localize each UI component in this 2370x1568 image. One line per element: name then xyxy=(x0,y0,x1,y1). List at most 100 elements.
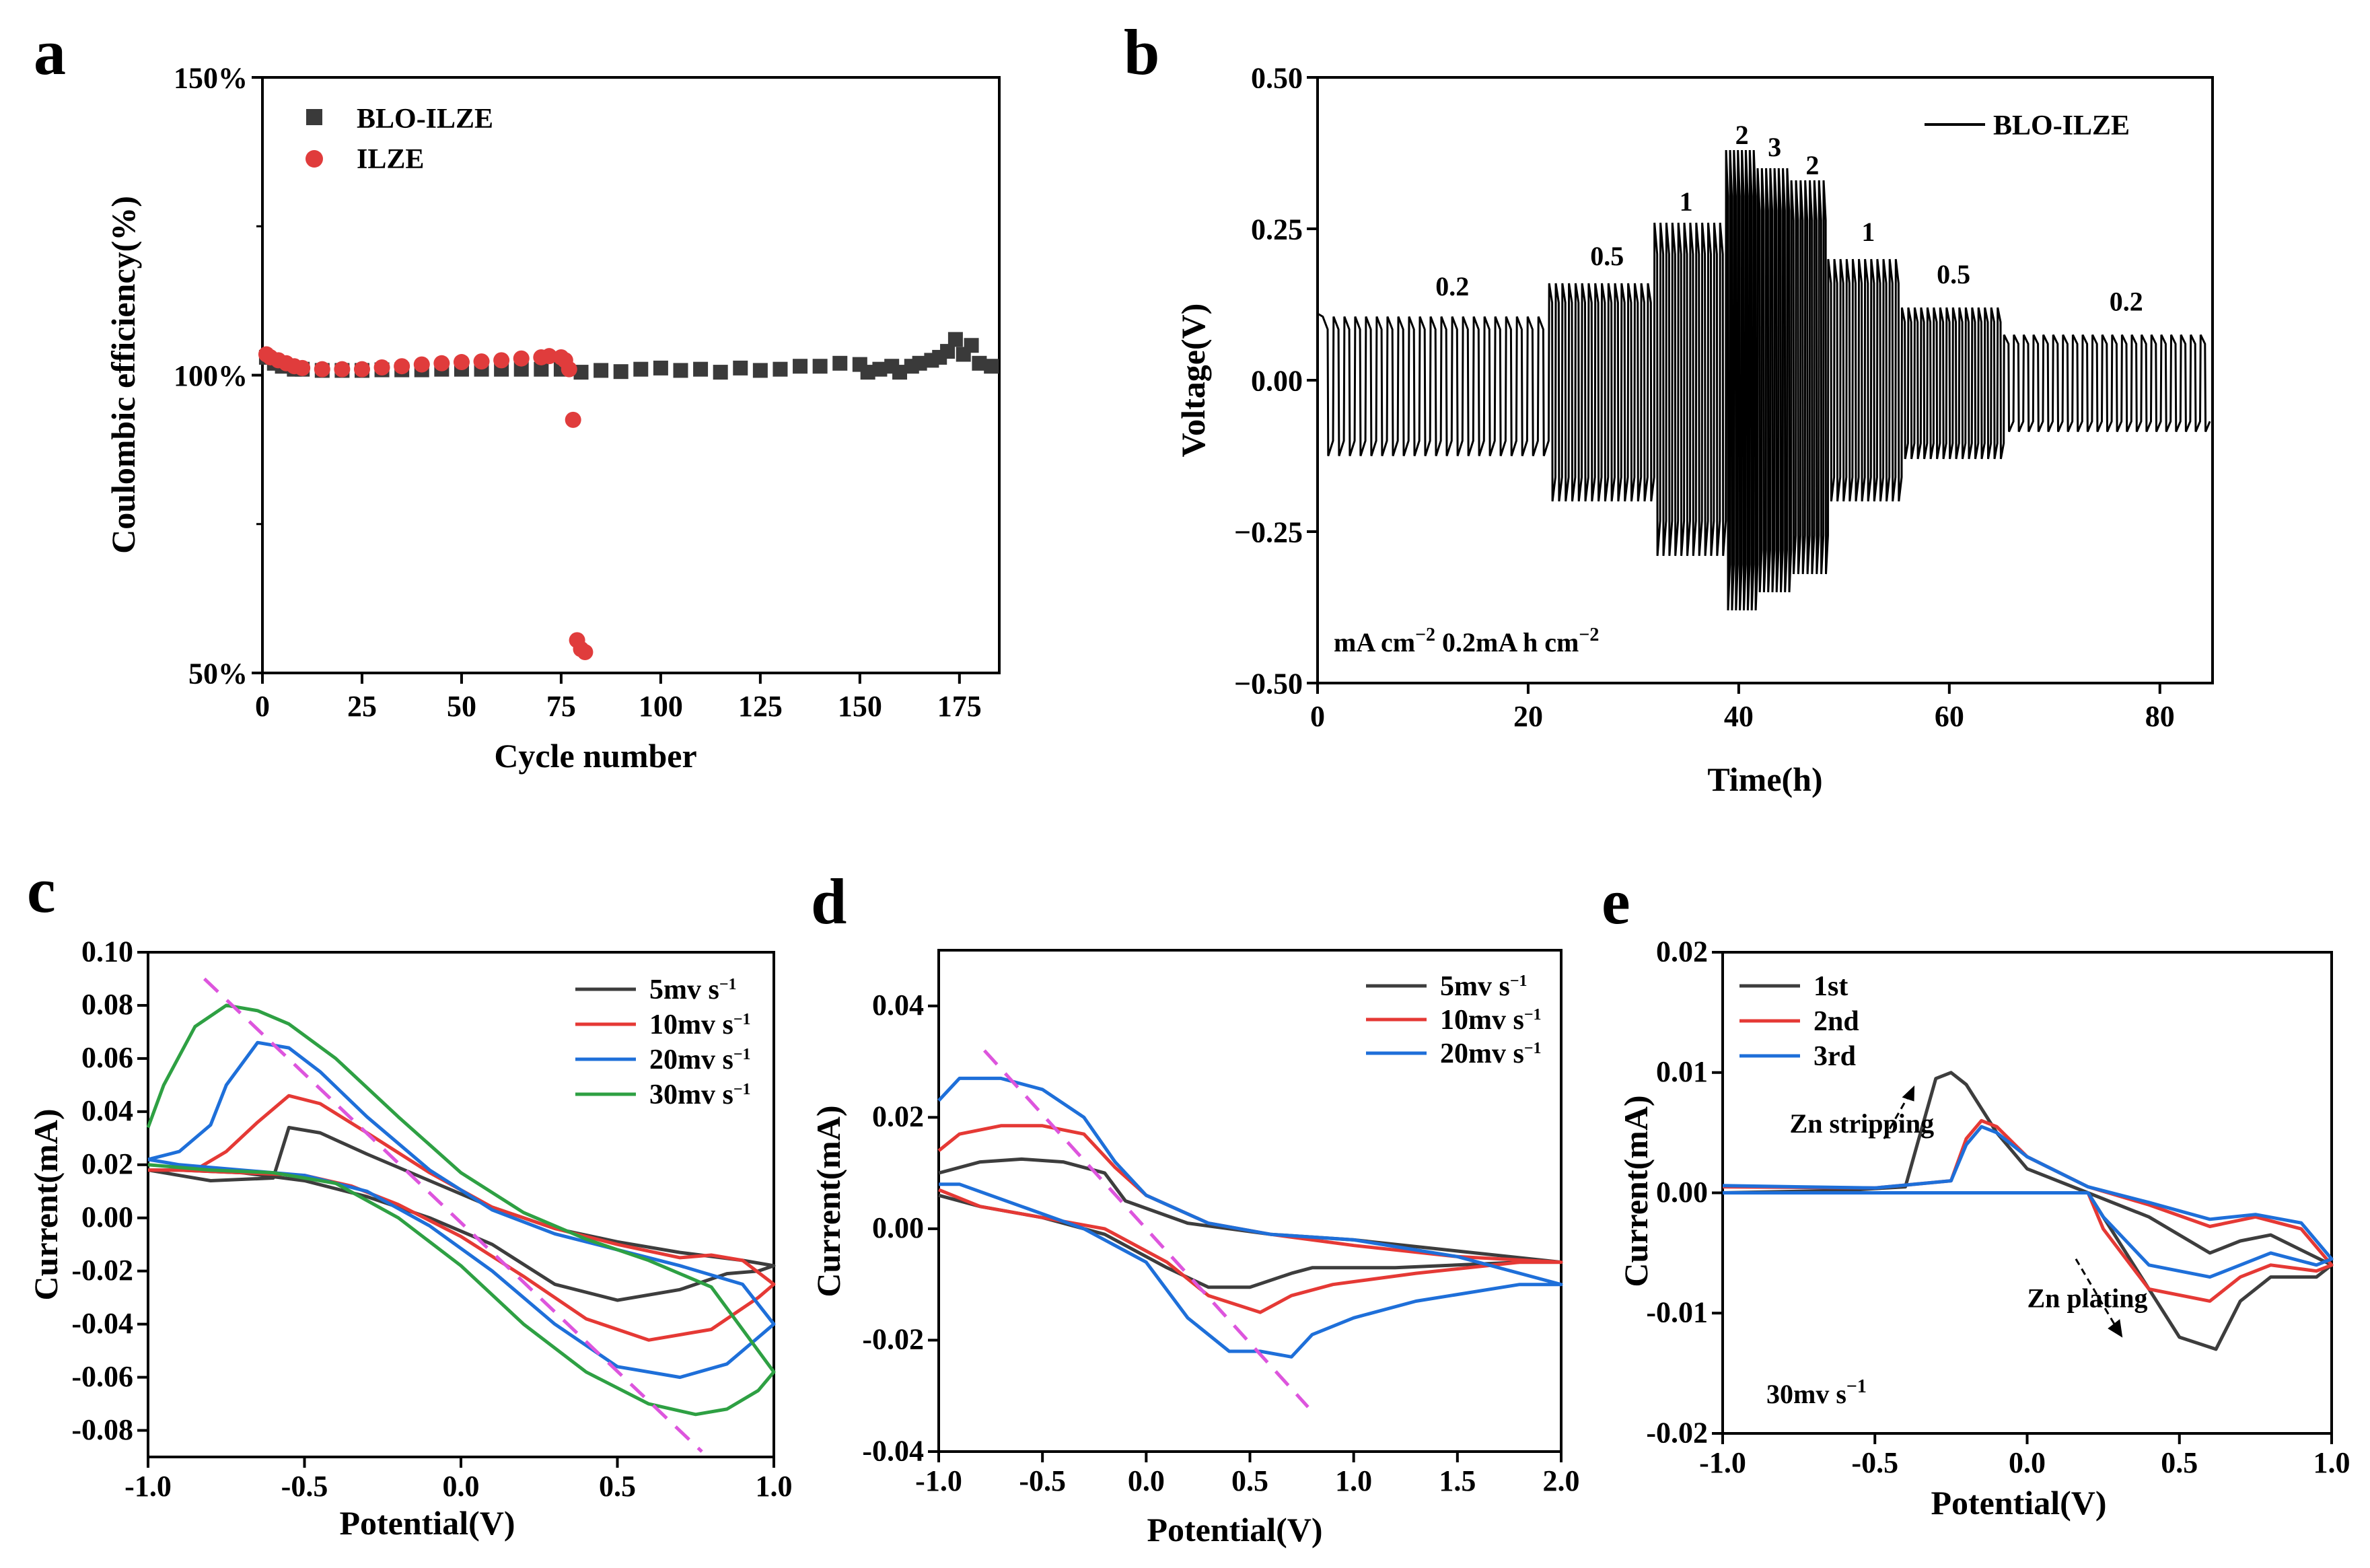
current-density-label: 3 xyxy=(1768,132,1781,162)
panel-b-xtick-label: 0 xyxy=(1310,700,1325,733)
panel-c-xtick-label: -0.5 xyxy=(281,1470,328,1503)
panel-d-xtick-label: -1.0 xyxy=(915,1464,962,1497)
panel-e-xtick-label: -0.5 xyxy=(1851,1446,1898,1479)
voltage-profile-line xyxy=(1317,149,2211,611)
panel-b-ylabel: Voltage(V) xyxy=(1174,304,1212,458)
panel-e-ytick-label: -0.01 xyxy=(1646,1296,1708,1329)
panel-e-ylabel: Current(mA) xyxy=(1617,1095,1655,1287)
panel-e-legend-label: 3rd xyxy=(1814,1041,1856,1072)
data-point-blo-ilze xyxy=(860,365,875,380)
panel-d-ylabel: Current(mA) xyxy=(810,1105,847,1297)
data-point-ilze xyxy=(314,361,330,378)
data-point-blo-ilze xyxy=(653,360,668,376)
panel-e-legend: 1st 2nd 3rd xyxy=(1739,971,1859,1072)
panel-d-ytick-label: 0.02 xyxy=(872,1100,924,1133)
panel-label-a: a xyxy=(34,16,66,88)
panel-c-legend-label: 20mv s−1 xyxy=(649,1044,751,1075)
peak-shift-guide xyxy=(982,1049,1309,1409)
panel-d-xtick-label: -0.5 xyxy=(1019,1464,1066,1497)
panel-c-ytick-label: 0.10 xyxy=(81,935,133,968)
cv-curve xyxy=(147,1040,776,1380)
data-point-blo-ilze xyxy=(940,344,956,359)
cv-curve xyxy=(1722,1118,2334,1303)
panel-b-xlabel: Time(h) xyxy=(1707,760,1822,798)
data-point-blo-ilze xyxy=(733,360,748,376)
panel-a-xlabel: Cycle number xyxy=(494,737,696,775)
panel-e-xtick-label: 1.0 xyxy=(2313,1446,2350,1479)
current-density-label: 2 xyxy=(1735,120,1749,150)
zn-stripping-label: Zn stripping xyxy=(1790,1108,1935,1139)
panel-d-legend-label: 20mv s−1 xyxy=(1440,1038,1542,1069)
data-point-blo-ilze xyxy=(892,365,908,380)
peak-shift-guide xyxy=(203,977,703,1453)
panel-a-ytick-label: 50% xyxy=(188,657,248,690)
panel-c-ytick-label: 0.06 xyxy=(81,1041,133,1074)
panel-b: b 0 20 40 60 80 −0.50 −0.25 0.00 0.25 0.50 0.2 0.5… xyxy=(1124,16,2214,798)
data-point-blo-ilze xyxy=(912,355,927,371)
panel-d-xtick-label: 2.0 xyxy=(1543,1464,1580,1497)
panel-b-ytick-label: 0.25 xyxy=(1251,213,1303,246)
current-density-label: 1 xyxy=(1861,217,1875,247)
data-point-blo-ilze xyxy=(812,359,828,374)
legend-marker-blo-ilze xyxy=(306,109,322,125)
panel-d: d -1.0 -0.5 0.0 0.5 1.0 1.5 2.0 -0.04 -0.02 0.00 0… xyxy=(810,865,1580,1548)
panel-a-legend: BLO-ILZE ILZE xyxy=(306,104,493,175)
cv-curve xyxy=(1722,1071,2334,1351)
panel-d-xtick-label: 0.5 xyxy=(1231,1464,1268,1497)
data-point-blo-ilze xyxy=(693,361,709,377)
data-point-blo-ilze xyxy=(573,365,589,380)
current-density-label: 1 xyxy=(1680,186,1693,217)
data-point-blo-ilze xyxy=(633,361,649,377)
current-density-label: 0.5 xyxy=(1590,241,1624,271)
panel-c-ytick-label: -0.04 xyxy=(71,1307,133,1340)
panel-label-e: e xyxy=(1602,865,1630,937)
data-point-ilze xyxy=(433,355,450,371)
data-point-ilze xyxy=(513,350,530,367)
panel-b-xtick-label: 40 xyxy=(1724,700,1754,733)
panel-a: a 0 25 50 75 100 125 150 175 50% 100% 150% BLO-ILZ… xyxy=(34,16,1001,775)
current-density-label: 0.5 xyxy=(1937,259,1970,289)
data-point-blo-ilze xyxy=(773,361,788,377)
panel-c-xtick-label: 1.0 xyxy=(756,1470,793,1503)
panel-d-ytick-label: 0.00 xyxy=(872,1211,924,1244)
panel-c-ytick-label: 0.04 xyxy=(81,1094,133,1127)
panel-a-xtick-label: 75 xyxy=(546,690,576,723)
data-point-ilze xyxy=(353,361,370,378)
panel-c-ytick-label: -0.08 xyxy=(71,1413,133,1446)
data-point-blo-ilze xyxy=(713,365,728,380)
panel-c-xtick-label: -1.0 xyxy=(124,1470,172,1503)
current-density-label: 0.2 xyxy=(2110,287,2143,317)
panel-a-ytick-label: 100% xyxy=(174,359,248,392)
panel-b-ytick-label: −0.50 xyxy=(1234,667,1303,700)
panel-d-xlabel: Potential(V) xyxy=(1147,1511,1322,1548)
panel-d-ytick-label: -0.04 xyxy=(862,1434,924,1467)
zn-stripping-arrowhead xyxy=(1902,1085,1915,1102)
panel-e-xtick-label: 0.5 xyxy=(2161,1446,2198,1479)
panel-a-xtick-label: 175 xyxy=(937,690,982,723)
legend-label-ilze: ILZE xyxy=(357,144,424,175)
cv-curve xyxy=(146,1003,776,1417)
panel-e-legend-label: 2nd xyxy=(1814,1006,1859,1037)
legend-label-blo-ilze: BLO-ILZE xyxy=(357,104,493,135)
panel-c-legend-label: 30mv s−1 xyxy=(649,1079,751,1110)
data-point-blo-ilze xyxy=(752,363,768,378)
panel-c-ytick-label: -0.02 xyxy=(71,1254,133,1287)
panel-label-d: d xyxy=(811,865,847,937)
panel-a-ylabel: Coulombic efficiency(%) xyxy=(104,196,142,554)
data-point-blo-ilze xyxy=(673,363,688,378)
panel-e-ytick-label: 0.00 xyxy=(1656,1176,1708,1209)
data-point-blo-ilze xyxy=(793,359,808,374)
cv-curve xyxy=(147,1126,776,1302)
data-point-blo-ilze xyxy=(872,361,888,377)
panel-b-ytick-label: −0.25 xyxy=(1234,515,1303,548)
data-point-blo-ilze xyxy=(964,338,979,353)
panel-a-xtick-label: 0 xyxy=(255,690,270,723)
panel-e-ytick-label: 0.02 xyxy=(1656,935,1708,968)
panel-c-ytick-label: 0.00 xyxy=(81,1201,133,1234)
data-point-blo-ilze xyxy=(613,364,629,380)
panel-d-legend-label: 5mv s−1 xyxy=(1440,971,1528,1002)
zn-plating-arrowhead xyxy=(2108,1319,2123,1338)
current-density-label: 0.2 xyxy=(1435,271,1469,301)
legend-label-b: BLO-ILZE xyxy=(1993,110,2130,141)
